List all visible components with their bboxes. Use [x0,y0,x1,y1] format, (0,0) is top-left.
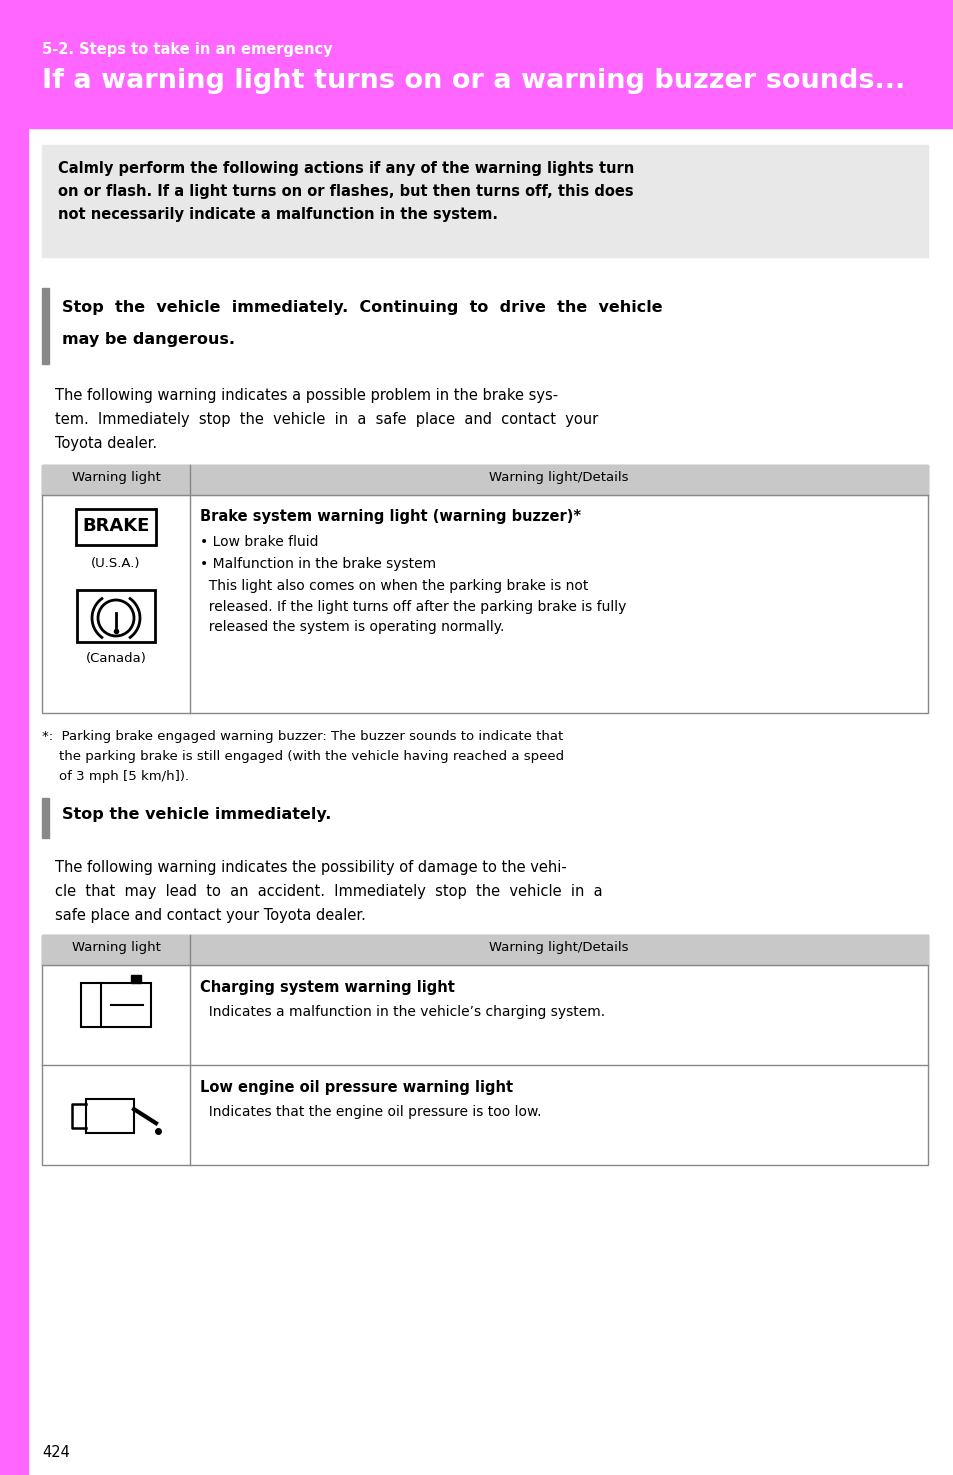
Text: 424: 424 [42,1446,70,1460]
Text: The following warning indicates the possibility of damage to the vehi-: The following warning indicates the poss… [55,860,566,875]
Bar [81,982,151,1027]
Text: If a warning light turns on or a warning buzzer sounds...: If a warning light turns on or a warning… [42,68,904,94]
Text: may be dangerous.: may be dangerous. [62,332,234,347]
Text: of 3 mph [5 km/h]).: of 3 mph [5 km/h]). [42,770,189,783]
Text: Toyota dealer.: Toyota dealer. [55,437,157,451]
Text: *:  Parking brake engaged warning buzzer: The buzzer sounds to indicate that: *: Parking brake engaged warning buzzer:… [42,730,562,743]
Bar [42,288,927,364]
Text: BRAKE: BRAKE [82,518,150,535]
Bar [76,509,156,544]
Text: Calmly perform the following actions if any of the warning lights turn
on or fla: Calmly perform the following actions if … [58,161,634,221]
Bar [42,465,927,496]
Text: Warning light: Warning light [71,471,160,484]
Text: safe place and contact your Toyota dealer.: safe place and contact your Toyota deale… [55,909,366,923]
Text: Brake system warning light (warning buzzer)*: Brake system warning light (warning buzz… [200,509,580,524]
Text: Warning light/Details: Warning light/Details [489,941,628,954]
Text: Warning light: Warning light [71,941,160,954]
Bar [42,798,927,838]
Text: This light also comes on when the parking brake is not
  released. If the light : This light also comes on when the parkin… [200,580,626,634]
Text: Stop the vehicle immediately.: Stop the vehicle immediately. [62,807,331,822]
Text: 5-2. Steps to take in an emergency: 5-2. Steps to take in an emergency [42,41,333,58]
Bar [86,1099,133,1133]
Text: Charging system warning light: Charging system warning light [200,979,455,996]
Text: the parking brake is still engaged (with the vehicle having reached a speed: the parking brake is still engaged (with… [42,749,563,763]
Text: (U.S.A.): (U.S.A.) [91,558,141,569]
Bar [42,465,927,712]
Text: Stop  the  vehicle  immediately.  Continuing  to  drive  the  vehicle: Stop the vehicle immediately. Continuing… [62,299,662,316]
Text: Low engine oil pressure warning light: Low engine oil pressure warning light [200,1080,513,1094]
Text: (Canada): (Canada) [86,652,146,665]
Text: Indicates a malfunction in the vehicle’s charging system.: Indicates a malfunction in the vehicle’s… [200,1004,604,1019]
Bar [0,128,28,1475]
Bar [77,590,154,642]
Text: The following warning indicates a possible problem in the brake sys-: The following warning indicates a possib… [55,388,558,403]
Text: Warning light/Details: Warning light/Details [489,471,628,484]
Bar [42,288,49,364]
Bar [42,935,927,1165]
Text: Indicates that the engine oil pressure is too low.: Indicates that the engine oil pressure i… [200,1105,541,1120]
Text: tem.  Immediately  stop  the  vehicle  in  a  safe  place  and  contact  your: tem. Immediately stop the vehicle in a s… [55,412,598,426]
Text: cle  that  may  lead  to  an  accident.  Immediately  stop  the  vehicle  in  a: cle that may lead to an accident. Immedi… [55,884,602,898]
Bar [42,145,927,257]
Bar [0,0,953,128]
Text: • Malfunction in the brake system: • Malfunction in the brake system [200,558,436,571]
Bar [42,798,49,838]
Bar [131,975,141,982]
Text: • Low brake fluid: • Low brake fluid [200,535,318,549]
Bar [42,935,927,965]
